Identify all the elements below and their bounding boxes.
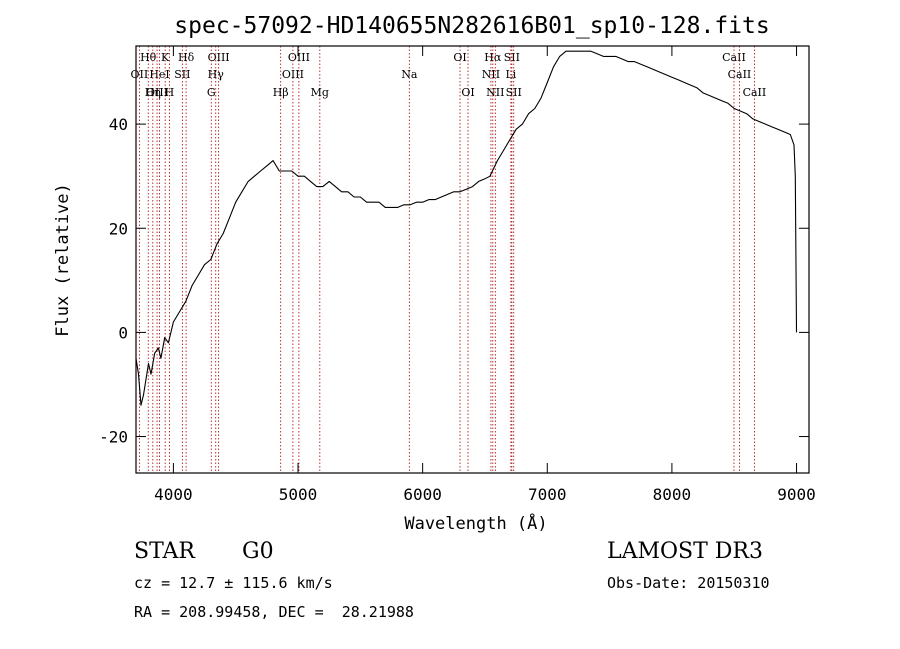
line-marker-label-13: OIII [282,68,304,81]
line-marker-label-18: OIII [146,86,168,99]
y-tick-label-0: -20 [99,428,128,447]
chart-title: spec-57092-HD140655N282616B01_sp10-128.f… [174,13,769,39]
line-marker-label-26: SII [506,86,522,99]
line-marker-label-20: H [165,86,175,99]
line-marker-label-2: Hδ [178,51,195,64]
coordinates-label: RA = 208.99458, DEC = 28.21988 [134,603,414,621]
line-marker-label-7: SII [504,51,520,64]
y-tick-label-2: 20 [109,219,128,238]
y-axis-label: Flux (relative) [53,183,73,337]
line-marker-label-25: NII [486,86,504,99]
line-marker-label-9: OII [131,68,149,81]
line-marker-label-27: CaII [743,86,767,99]
line-marker-label-11: SII [174,68,190,81]
x-tick-label-0: 4000 [154,485,193,504]
line-marker-label-19: Hη [145,86,161,99]
line-marker-label-4: OIII [288,51,310,64]
line-marker-label-23: Mg [311,86,329,99]
line-marker-label-8: CaII [722,51,746,64]
line-marker-label-14: Na [401,68,418,81]
x-axis-label: Wavelength (Å) [404,512,547,534]
redshift-label: cz = 12.7 ± 115.6 km/s [134,574,333,592]
class-label: STAR [134,539,195,564]
x-tick-label-4: 8000 [653,485,692,504]
x-tick-label-2: 6000 [403,485,442,504]
line-marker-label-15: NII [482,68,500,81]
x-tick-label-5: 9000 [777,485,816,504]
subclass-label: G0 [242,539,274,564]
axes: 4000 5000 6000 7000 8000 9000 -20 0 20 40 [99,46,816,504]
line-marker-label-12: Hγ [208,68,225,81]
line-marker-label-22: Hβ [273,86,289,99]
line-marker-label-3: OIII [208,51,230,64]
y-tick-label-3: 40 [109,115,128,134]
line-marker-label-1: K [161,51,170,64]
line-marker-label-0: Hθ [140,51,157,64]
survey-label: LAMOST DR3 [607,539,763,564]
line-marker-label-17: CaII [728,68,752,81]
plot-frame [135,45,810,474]
line-marker-label-10: HeI [149,68,169,81]
line-marker-label-6: Hα [484,51,502,64]
line-marker-label-24: OI [461,86,474,99]
y-tick-label-1: 0 [118,323,128,342]
obs-date-label: Obs-Date: 20150310 [607,574,770,592]
x-tick-label-3: 7000 [528,485,567,504]
line-marker-label-5: OI [453,51,466,64]
x-tick-label-1: 5000 [279,485,318,504]
spectrum-line [135,50,798,406]
spectrum-layer [135,50,798,406]
line-marker-label-21: G [207,86,216,99]
line-marker-label-16: Li [505,68,516,81]
